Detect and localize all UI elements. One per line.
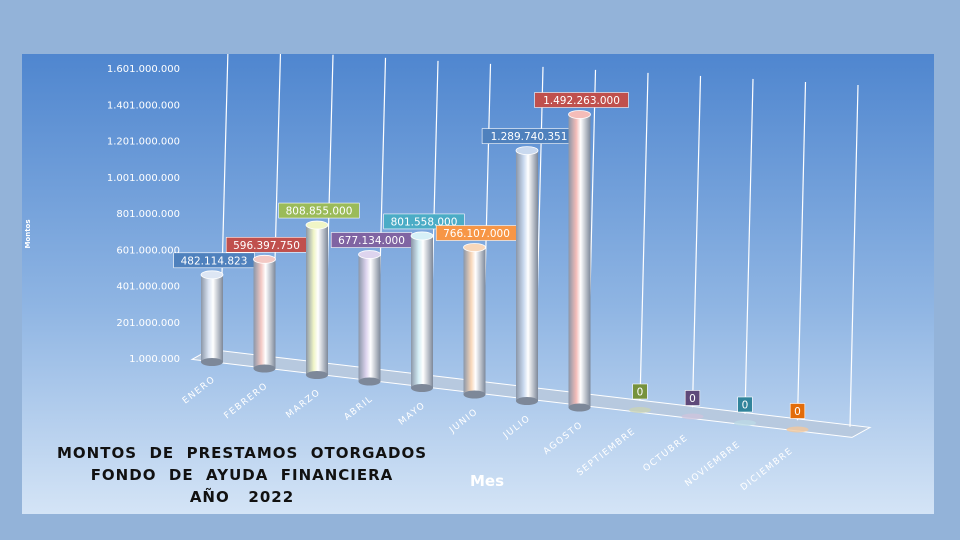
y-tick-label: 1.000.000 (129, 354, 180, 365)
chart-title: MONTOS DE PRESTAMOS OTORGADOS FONDO DE A… (32, 442, 452, 508)
x-tick-label: SEPTIEMBRE (575, 426, 638, 478)
bar-flat (629, 407, 651, 413)
bar-base (358, 377, 381, 386)
bar-base (306, 371, 328, 379)
data-label: 766.107.000 (443, 228, 510, 240)
bar (253, 259, 276, 369)
bar-chart: 1.000.000 201.000.000 401.000.000 601.000.0… (24, 54, 872, 493)
data-label: 1.492.263.000 (543, 95, 620, 107)
gridline (691, 75, 702, 408)
y-tick-label: 801.000.000 (116, 209, 180, 220)
bar-base (516, 397, 538, 405)
chart-panel: 1.000.000 201.000.000 401.000.000 601.000.0… (22, 54, 934, 514)
bar-top (410, 231, 434, 241)
data-label: 0 (689, 393, 696, 405)
x-tick-label: MARZO (284, 387, 322, 420)
bar (516, 150, 538, 401)
bar-top (515, 146, 539, 155)
bar-top (463, 243, 486, 252)
y-axis-label: Montos (24, 219, 32, 248)
x-tick-label: ABRIL (343, 394, 376, 423)
gridline (639, 72, 649, 401)
gridline (744, 78, 754, 414)
x-tick-label: JULIO (501, 413, 533, 441)
x-axis-label: Mes (470, 472, 504, 490)
x-tick-label: AGOSTO (542, 420, 585, 457)
bar-top (253, 254, 276, 264)
data-label: 677.134.000 (338, 235, 405, 247)
gridline (796, 81, 807, 421)
bar (358, 254, 381, 382)
bar-base (568, 403, 591, 412)
data-label-box (789, 403, 806, 419)
y-tick-label: 1.601.000.000 (107, 64, 180, 75)
data-label-box (684, 390, 701, 406)
bar-flat (681, 413, 704, 420)
bar (463, 247, 486, 395)
bar (411, 235, 433, 388)
gridline (849, 84, 859, 427)
chart-title-line-2: FONDO DE AYUDA FINANCIERA (90, 466, 394, 484)
bar-top (358, 250, 381, 259)
data-label: 0 (637, 387, 644, 399)
y-tick-label: 1.001.000.000 (107, 173, 180, 184)
x-tick-label: DICIEMBRE (739, 446, 795, 493)
x-tick-label: FEBRERO (223, 381, 271, 421)
y-tick-label: 1.201.000.000 (107, 137, 180, 148)
bar (201, 274, 223, 362)
bar-base (463, 390, 486, 399)
bar (306, 225, 328, 375)
data-label: 0 (794, 406, 801, 418)
data-label: 1.289.740.351 (491, 131, 568, 143)
x-tick-label: JUNIO (447, 407, 480, 436)
chart-title-line-3: AÑO 2022 (189, 488, 295, 506)
data-label: 808.855.000 (286, 206, 353, 218)
bar-flat (734, 420, 756, 426)
bar-top (568, 110, 591, 119)
data-label-box (534, 92, 629, 108)
x-tick-label: OCTUBRE (642, 433, 691, 474)
y-tick-label: 401.000.000 (116, 282, 180, 293)
bar-top (200, 270, 224, 280)
data-label-box (278, 202, 360, 219)
x-tick-label: ENERO (181, 374, 218, 406)
x-tick-label: MAYO (397, 400, 428, 427)
data-label: 0 (742, 400, 749, 412)
bar-base (201, 358, 223, 366)
y-tick-label: 201.000.000 (116, 318, 180, 329)
bar-top (305, 220, 329, 230)
data-label: 482.114.823 (181, 255, 248, 267)
data-label-box (632, 383, 648, 400)
data-label-box (383, 213, 465, 230)
data-label: 596.397.750 (233, 240, 300, 252)
bar-base (253, 364, 276, 373)
chart-title-line-1: MONTOS DE PRESTAMOS OTORGADOS (56, 444, 427, 462)
bar-base (411, 384, 433, 392)
x-tick-label: NOVIEMBRE (683, 439, 742, 488)
bar-flat (786, 426, 809, 433)
y-tick-label: 601.000.000 (116, 245, 180, 256)
bar (568, 114, 591, 408)
data-label-box (737, 396, 753, 413)
y-tick-label: 1.401.000.000 (107, 100, 180, 111)
